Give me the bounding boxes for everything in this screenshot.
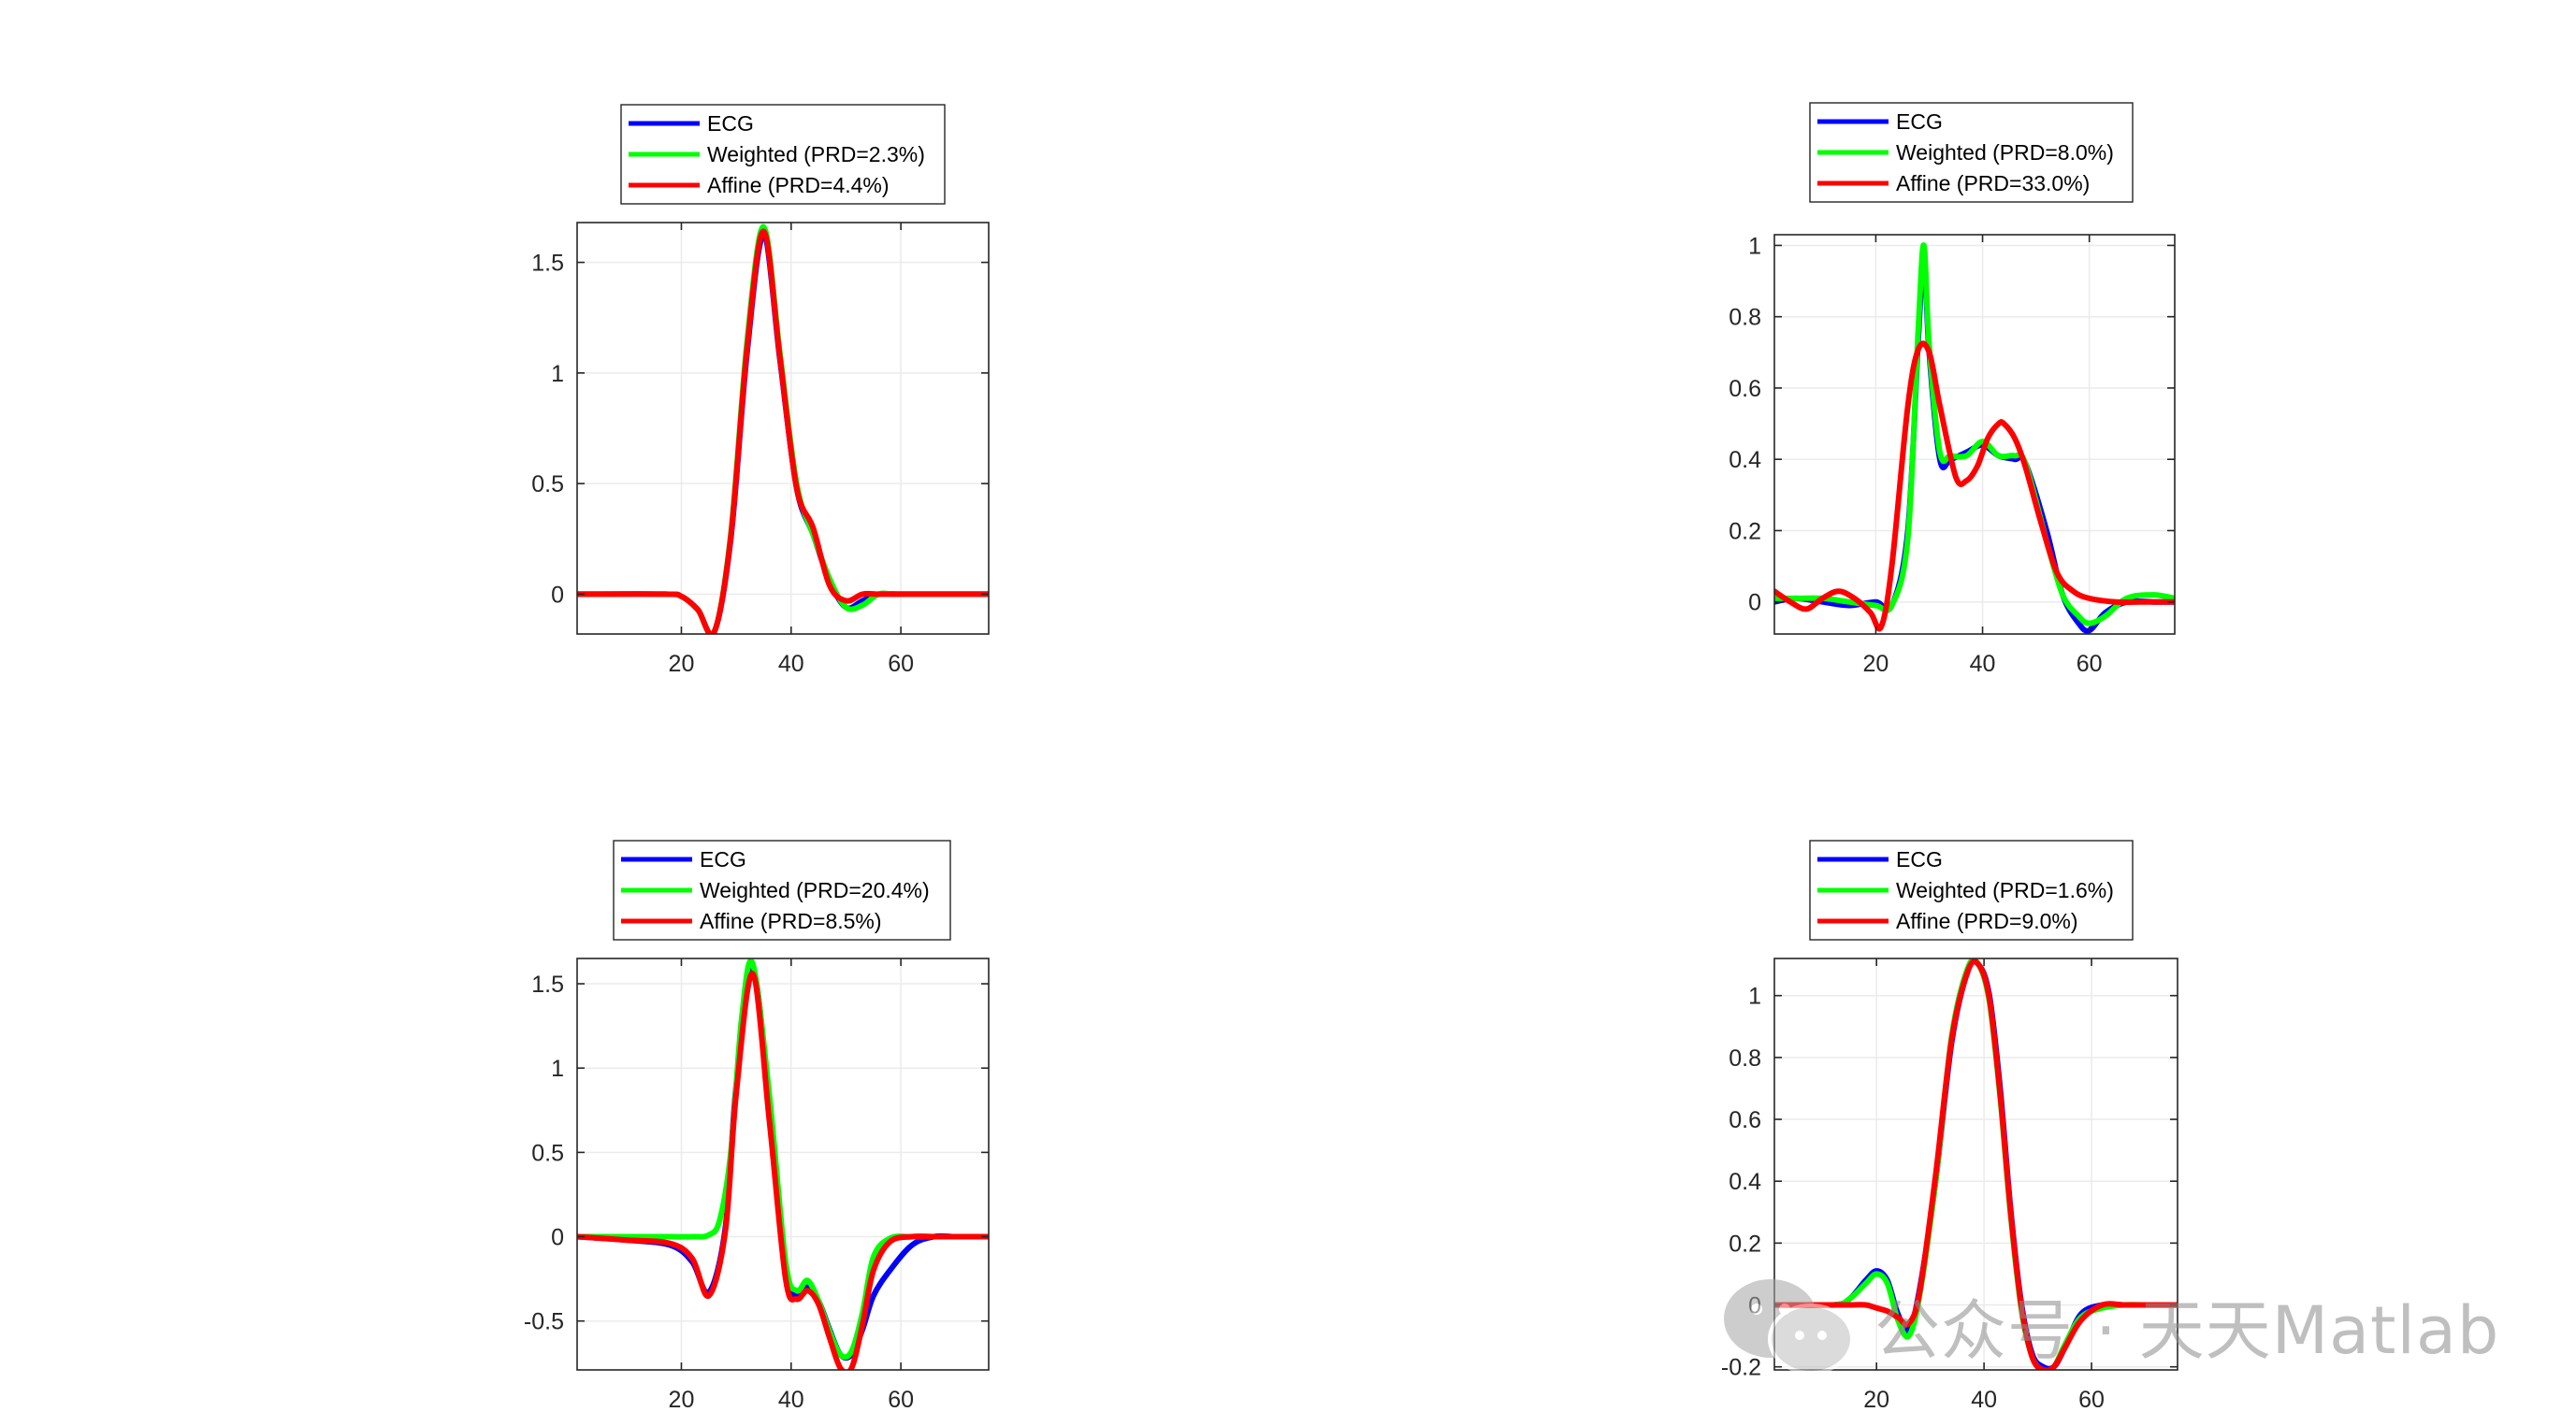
- x-tick-label: 60: [2077, 651, 2103, 677]
- watermark: 公众号 · 天天Matlab: [1719, 1274, 2499, 1376]
- y-tick-label: -0.5: [524, 1309, 564, 1335]
- series-group: [1774, 958, 2178, 1370]
- legend: ECG Weighted (PRD=20.4%) Affine (PRD=8.5%): [613, 840, 951, 941]
- y-tick-label: 0.8: [1729, 1045, 1761, 1072]
- x-tick-label: 40: [1970, 651, 1996, 677]
- wechat-icon: [1724, 1279, 1854, 1375]
- y-tick-label: 0: [1748, 590, 1761, 616]
- legend-label-ecg: ECG: [1896, 847, 1943, 872]
- x-tick-label: 60: [2078, 1387, 2105, 1412]
- x-tick-label: 20: [1863, 1387, 1889, 1412]
- y-tick-label: 0.2: [1729, 518, 1761, 544]
- legend: ECG Weighted (PRD=1.6%) Affine (PRD=9.0%): [1809, 840, 2134, 941]
- legend-label-ecg: ECG: [1896, 109, 1943, 134]
- x-tick-label: 60: [888, 651, 914, 677]
- y-tick-label: 1: [551, 1056, 564, 1082]
- plot-area: [577, 958, 989, 1370]
- series-group: [577, 223, 989, 634]
- y-tick-label: 0.5: [531, 1140, 564, 1166]
- y-tick-label: 1: [1748, 233, 1761, 259]
- x-tick-label: 20: [669, 1387, 695, 1412]
- x-tick-label: 40: [778, 1387, 804, 1412]
- y-tick-label: 0.8: [1729, 305, 1761, 331]
- y-tick-label: 0: [551, 582, 564, 608]
- y-tick-label: 0: [551, 1225, 564, 1251]
- y-tick-label: 1.5: [531, 251, 564, 277]
- legend-label-ecg: ECG: [700, 847, 746, 872]
- y-tick-label: 1.5: [531, 972, 564, 998]
- y-tick-label: 1: [551, 361, 564, 387]
- legend: ECG Weighted (PRD=8.0%) Affine (PRD=33.0%): [1809, 102, 2134, 203]
- axes-box: [576, 222, 990, 635]
- x-tick-label: 40: [1971, 1387, 1997, 1412]
- y-tick-label: 0.2: [1729, 1231, 1761, 1257]
- legend-label-affine: Affine (PRD=9.0%): [1896, 909, 2078, 933]
- legend-label-ecg: ECG: [707, 111, 754, 136]
- legend-label-weighted: Weighted (PRD=8.0%): [1896, 140, 2114, 165]
- x-tick-label: 20: [1863, 651, 1889, 677]
- x-tick-label: 20: [669, 651, 695, 677]
- y-tick-label: 0.4: [1729, 447, 1761, 473]
- axes-box: [1773, 234, 2176, 635]
- y-tick-label: -0.2: [1721, 1355, 1761, 1381]
- series-line-weighted: [577, 958, 989, 1361]
- plot-area: [1774, 235, 2175, 634]
- y-tick-label: 0.6: [1729, 376, 1761, 402]
- legend-label-weighted: Weighted (PRD=2.3%): [707, 142, 925, 166]
- series-line-affine: [577, 228, 989, 634]
- series-group: [577, 958, 989, 1370]
- legend-label-affine: Affine (PRD=8.5%): [700, 909, 882, 933]
- watermark-text: 公众号 · 天天Matlab: [1874, 1291, 2500, 1369]
- axes-box: [1773, 958, 2178, 1371]
- series-line-affine: [577, 971, 989, 1370]
- legend-label-weighted: Weighted (PRD=20.4%): [700, 878, 930, 902]
- axes-box: [576, 958, 990, 1371]
- legend: ECG Weighted (PRD=2.3%) Affine (PRD=4.4%): [620, 104, 946, 205]
- chart-panel-3: 20 40 60 -0.5 0 0.5 1 1.5 ECG Weighted (PRD=20.4%…: [524, 840, 990, 1412]
- y-tick-label: 0.4: [1729, 1169, 1761, 1195]
- y-tick-label: 0.5: [531, 471, 564, 497]
- legend-label-affine: Affine (PRD=33.0%): [1896, 171, 2090, 195]
- x-tick-label: 40: [778, 651, 804, 677]
- legend-label-weighted: Weighted (PRD=1.6%): [1896, 878, 2114, 902]
- plot-area: [577, 223, 989, 634]
- chart-panel-1: 20 40 60 0 0.5 1 1.5 ECG Weighted (PRD=2.3%) Affi…: [531, 104, 990, 677]
- x-tick-label: 60: [888, 1387, 914, 1412]
- series-group: [1774, 242, 2175, 634]
- y-tick-label: 0.6: [1729, 1107, 1761, 1133]
- chart-panel-2: 20 40 60 0 0.2 0.4 0.6 0.8 1 ECG Weighted (PRD=8.0…: [1729, 102, 2176, 677]
- series-line-affine: [1774, 340, 2175, 632]
- y-tick-label: 1: [1748, 984, 1761, 1010]
- legend-label-affine: Affine (PRD=4.4%): [707, 173, 890, 197]
- series-line-affine: [1774, 958, 2178, 1370]
